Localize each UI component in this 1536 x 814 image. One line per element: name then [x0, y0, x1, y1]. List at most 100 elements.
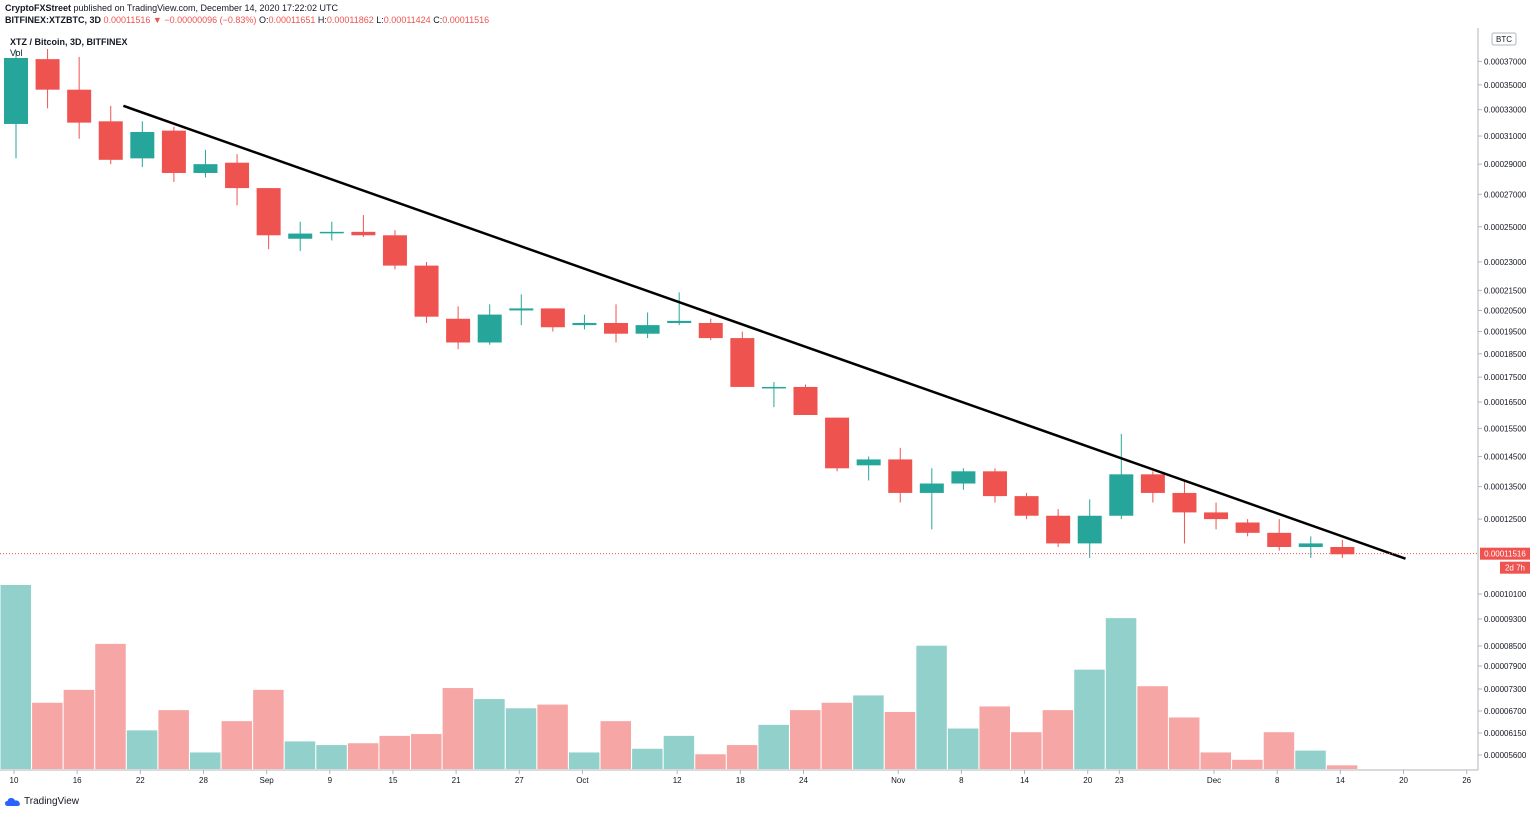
candle-body: [919, 483, 944, 493]
candle: [35, 49, 60, 109]
volume-bar: [947, 728, 979, 769]
candle: [635, 312, 660, 339]
x-tick-label: 10: [10, 776, 19, 785]
author-name[interactable]: CryptoFXStreet: [5, 3, 72, 13]
candle: [509, 294, 534, 326]
y-tick-label: 0.00016500: [1484, 398, 1527, 407]
candles: [4, 49, 1355, 558]
volume-bar: [758, 724, 789, 769]
candle: [604, 304, 629, 343]
candle-body: [288, 233, 313, 239]
candle-body: [446, 318, 471, 343]
candle-body: [1298, 543, 1323, 547]
y-tick-label: 0.00025000: [1484, 223, 1527, 232]
volume-bar: [1326, 765, 1358, 769]
candle-body: [4, 58, 28, 124]
candle-body: [604, 322, 629, 334]
y-tick-label: 0.00006700: [1484, 707, 1527, 716]
candle: [351, 215, 376, 238]
y-tick-label: 0.00007900: [1484, 662, 1527, 671]
x-tick-label: 14: [1020, 776, 1029, 785]
candle-body: [477, 314, 502, 343]
x-tick-label: 26: [1462, 776, 1471, 785]
y-tick-label: 0.00020500: [1484, 306, 1527, 315]
candle-body: [698, 322, 723, 339]
candle: [919, 468, 944, 530]
candle: [256, 188, 281, 250]
tradingview-logo[interactable]: TradingView: [5, 796, 79, 807]
candle-body: [161, 130, 186, 173]
candle-body: [193, 164, 218, 173]
volume-bar: [916, 645, 947, 769]
volume-bar: [1137, 686, 1168, 769]
y-tick-label: 0.00015500: [1484, 424, 1527, 433]
candle: [698, 318, 723, 341]
y-tick-label: 0.00006150: [1484, 729, 1527, 738]
volume-bar: [1168, 717, 1200, 769]
volume-bar: [1232, 759, 1263, 769]
volume-bar: [284, 741, 316, 769]
open-label: O:: [258, 15, 269, 25]
close-value: 0.00011516: [442, 15, 490, 25]
volume-bar: [663, 735, 695, 769]
candle-body: [1077, 515, 1102, 544]
x-tick-label: 27: [515, 776, 524, 785]
candle-body: [130, 131, 155, 159]
y-tick-label: 0.00023000: [1484, 258, 1527, 267]
x-tick-label: 9: [328, 776, 333, 785]
x-tick-label: Dec: [1207, 776, 1221, 785]
chart-title: XTZ / Bitcoin, 3D, BITFINEX: [10, 37, 128, 47]
volume-bar: [411, 734, 442, 769]
candle: [288, 221, 313, 252]
y-tick-label: 0.00031000: [1484, 132, 1527, 141]
volume-bar: [632, 748, 663, 769]
y-tick-label: 0.00017500: [1484, 373, 1527, 382]
volume-bar: [884, 711, 916, 769]
volume-bar: [979, 706, 1010, 769]
price-badge-text: 0.00011516: [1484, 550, 1526, 559]
candle: [446, 306, 471, 350]
volume-bar: [1042, 710, 1074, 769]
candle: [730, 331, 755, 387]
candle: [888, 447, 913, 503]
low-label: L:: [376, 15, 384, 25]
candle: [67, 56, 92, 139]
candle-body: [1204, 512, 1229, 520]
volume-bar: [32, 702, 63, 769]
candle: [1298, 536, 1323, 558]
x-tick-label: 22: [136, 776, 145, 785]
candle: [4, 50, 28, 159]
x-tick-label: 12: [673, 776, 682, 785]
candle-body: [67, 89, 92, 123]
candle-body: [319, 231, 344, 234]
y-tick-label: 0.00018500: [1484, 350, 1527, 359]
candle-body: [225, 162, 250, 189]
tradingview-cloud-icon: [5, 797, 20, 806]
x-tick-label: 18: [736, 776, 745, 785]
high-label: H:: [317, 15, 327, 25]
candle: [161, 126, 186, 182]
descending-trendline[interactable]: [122, 104, 1406, 560]
volume-bars: [0, 585, 1358, 769]
high-value: 0.00011862: [326, 15, 374, 25]
volume-bar: [189, 752, 221, 769]
currency-badge-text: BTC: [1496, 35, 1512, 44]
volume-bar: [1295, 750, 1326, 769]
volume-bar: [695, 754, 726, 769]
x-tick-label: 15: [389, 776, 398, 785]
time-axis: 10 16 22 28 Sep 9 15 21 27 Oct 12 18 24 Nov 8 14 20 23 Dec…: [0, 769, 1478, 785]
price-change: −0.00000096 (−0.83%): [164, 15, 257, 25]
candle: [225, 154, 250, 206]
volume-bar: [253, 689, 284, 769]
quote-line: BITFINEX:XTZBTC, 3D 0.00011516 ▼ −0.0000…: [5, 15, 489, 26]
volume-bar: [1263, 732, 1295, 769]
y-tick-label: 0.00009300: [1484, 615, 1527, 624]
y-tick-label: 0.00005600: [1484, 751, 1527, 760]
symbol-line: BITFINEX:XTZBTC, 3D: [5, 15, 101, 25]
candle: [667, 292, 692, 326]
volume-bar: [600, 721, 632, 769]
candle: [1077, 499, 1102, 558]
candle: [761, 382, 786, 408]
candle-body: [509, 308, 534, 311]
